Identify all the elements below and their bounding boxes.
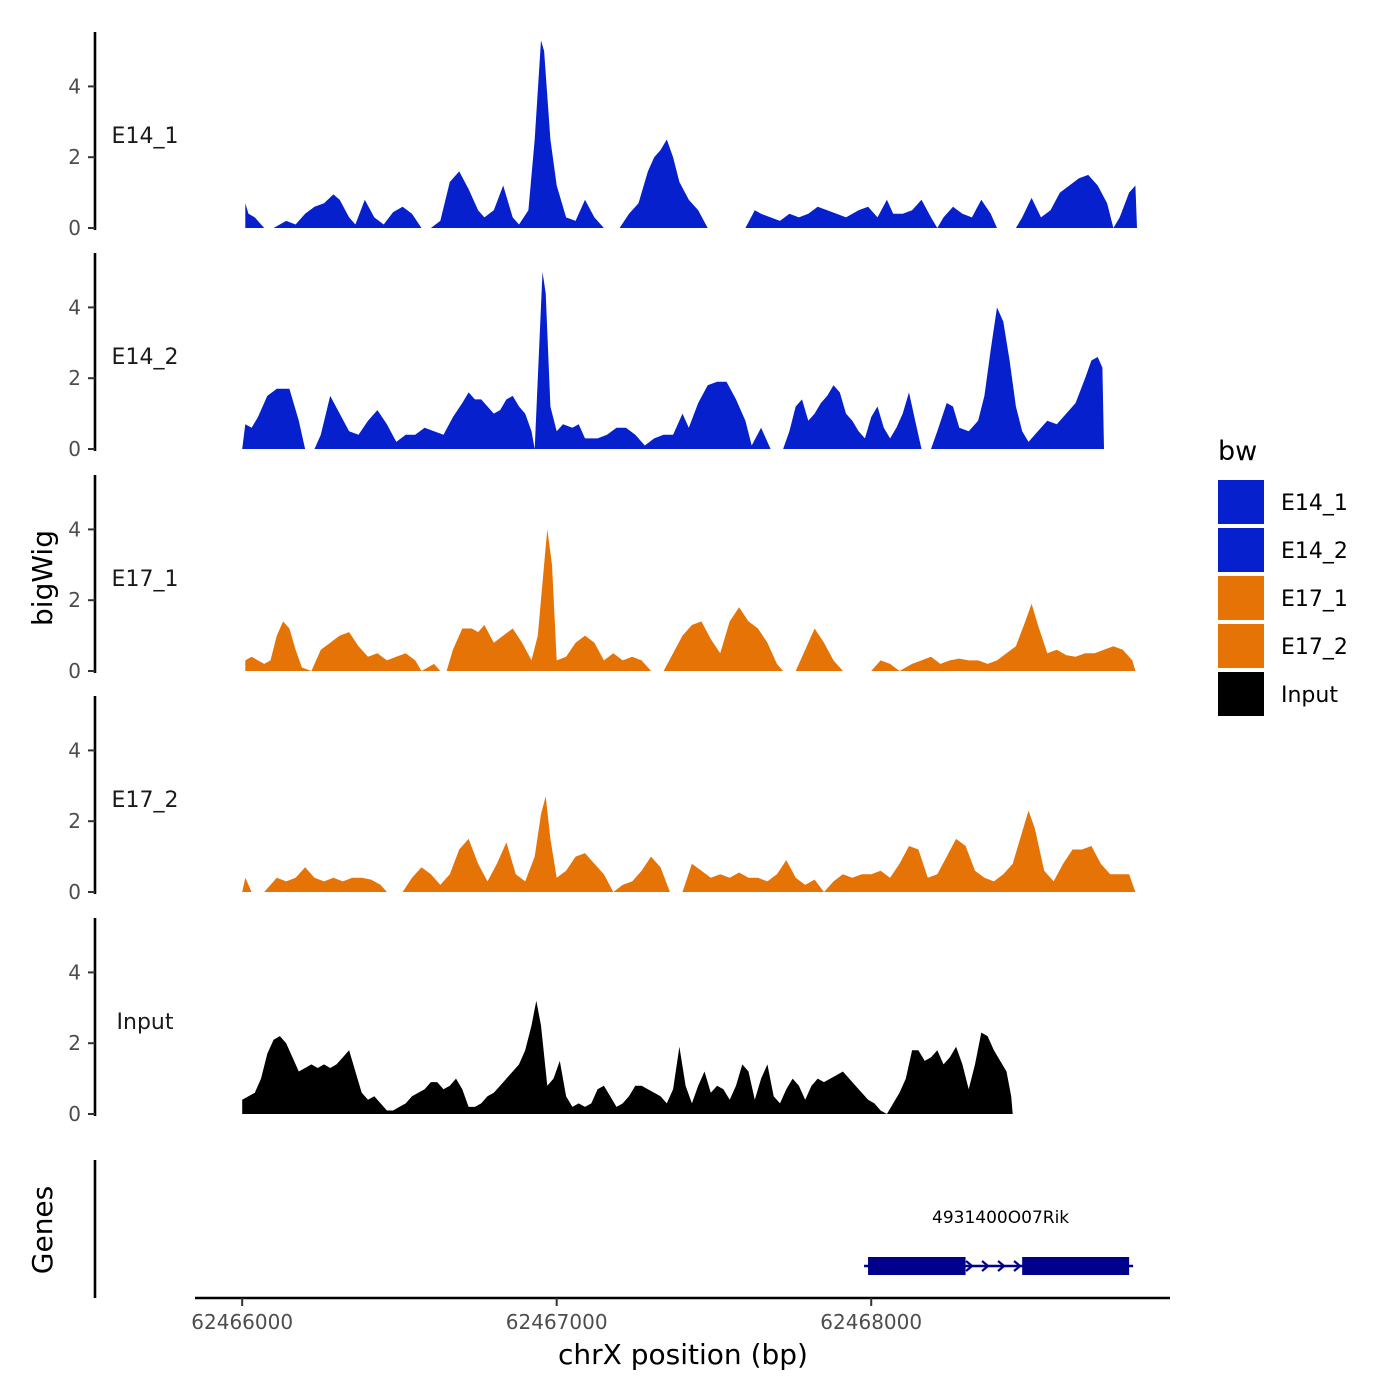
gene-model: 4931400O07Rik xyxy=(864,1208,1134,1275)
legend: bw E14_1 E14_2 E17_1 E17_2 Input xyxy=(1218,436,1348,716)
y-tick-label: 0 xyxy=(68,1102,81,1126)
track-label: E17_1 xyxy=(112,567,179,592)
track-panel-e17-1: 0 2 4 E17_1 xyxy=(68,475,1136,683)
legend-swatch-e14-2 xyxy=(1218,528,1264,572)
legend-label: E14_2 xyxy=(1281,539,1348,564)
legend-swatch-e14-1 xyxy=(1218,480,1264,524)
y-tick-label: 4 xyxy=(68,74,81,98)
y-tick-label: 4 xyxy=(68,960,81,984)
x-tick-label: 62466000 xyxy=(191,1310,293,1334)
track-label: E14_1 xyxy=(112,124,179,149)
y-tick-label: 0 xyxy=(68,216,81,240)
y-tick-label: 2 xyxy=(68,1031,81,1055)
track-panel-input: 0 2 4 Input xyxy=(68,918,1013,1126)
legend-label: E17_1 xyxy=(1281,587,1348,612)
legend-label: E14_1 xyxy=(1281,491,1348,516)
track-label: E17_2 xyxy=(112,788,179,813)
legend-label: Input xyxy=(1281,683,1338,708)
y-tick-label: 2 xyxy=(68,366,81,390)
legend-swatch-input xyxy=(1218,672,1264,716)
strand-arrow xyxy=(981,1260,990,1272)
x-tick-label: 62467000 xyxy=(506,1310,608,1334)
y-tick-label: 0 xyxy=(68,659,81,683)
gene-exon xyxy=(1022,1257,1130,1275)
track-label: Input xyxy=(117,1010,174,1035)
gene-exon xyxy=(868,1257,966,1275)
legend-label: E17_2 xyxy=(1281,635,1348,660)
track-label: E14_2 xyxy=(112,345,179,370)
legend-swatch-e17-2 xyxy=(1218,624,1264,668)
track-panel-e14-2: 0 2 4 E14_2 xyxy=(68,253,1104,461)
y-tick-label: 2 xyxy=(68,809,81,833)
x-tick-label: 62468000 xyxy=(820,1310,922,1334)
y-tick-label: 4 xyxy=(68,295,81,319)
y-tick-label: 2 xyxy=(68,588,81,612)
legend-title: bw xyxy=(1218,436,1257,467)
y-tick-label: 4 xyxy=(68,517,81,541)
x-axis-title: chrX position (bp) xyxy=(558,1338,808,1371)
y-tick-label: 2 xyxy=(68,145,81,169)
track-panel-e17-2: 0 2 4 E17_2 xyxy=(68,696,1136,904)
signal-area-e14-2 xyxy=(242,272,1104,449)
y-tick-label: 4 xyxy=(68,738,81,762)
genes-panel: 4931400O07Rik xyxy=(93,1160,1134,1298)
y-tick-label: 0 xyxy=(68,880,81,904)
genes-axis-title: Genes xyxy=(26,1186,59,1274)
signal-area-e17-1 xyxy=(245,529,1136,671)
y-tick-label: 0 xyxy=(68,437,81,461)
signal-area-e14-1 xyxy=(245,40,1138,229)
gene-name-label: 4931400O07Rik xyxy=(932,1208,1069,1228)
legend-swatch-e17-1 xyxy=(1218,576,1264,620)
strand-arrow xyxy=(1013,1260,1022,1272)
track-panel-e14-1: 0 2 4 E14_1 xyxy=(68,32,1138,240)
strand-arrow xyxy=(965,1260,974,1272)
track-panels: 0 2 4 E14_1 0 2 4 E14_2 0 2 4 E17_1 0 2 4 E17_2 0 2 4 Input xyxy=(68,32,1138,1126)
x-axis: 62466000 62467000 62468000 xyxy=(191,1296,1170,1334)
y-axis-title: bigWig xyxy=(26,530,59,626)
signal-area-e17-2 xyxy=(242,796,1136,892)
strand-arrow xyxy=(997,1260,1006,1272)
signal-area-input xyxy=(242,1000,1013,1114)
